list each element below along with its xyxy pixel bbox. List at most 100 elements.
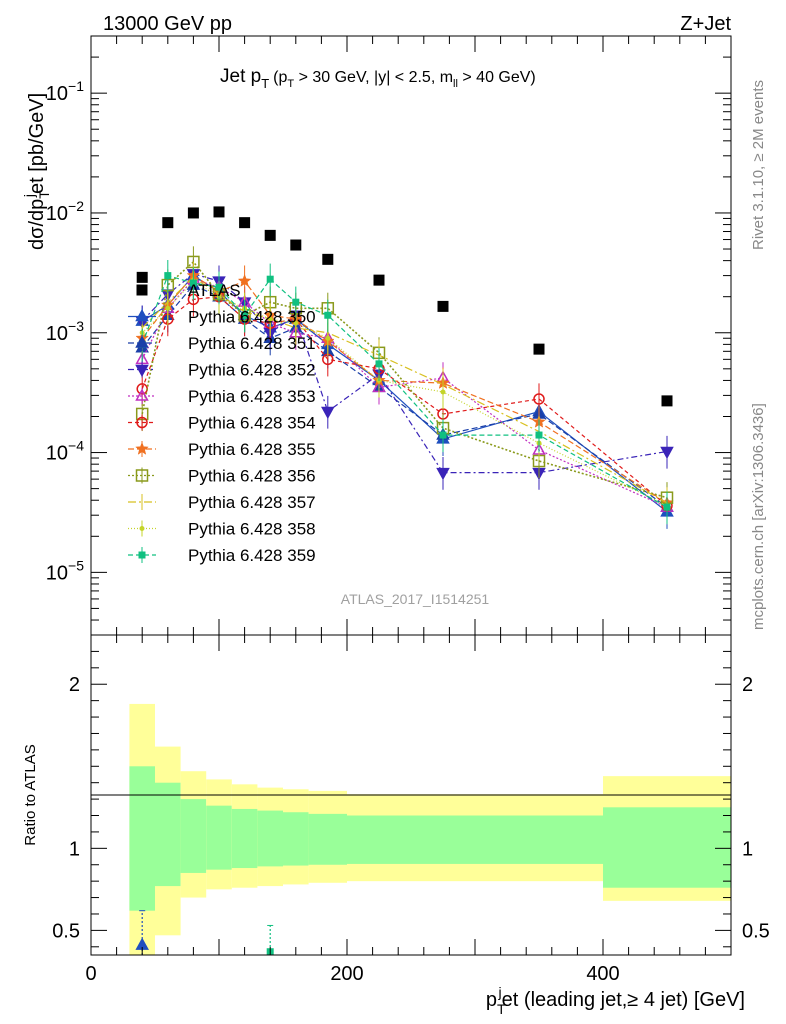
series-point (324, 311, 332, 319)
series-line (141, 274, 668, 504)
title-cuts-b: > 30 GeV, |y| < 2.5, m (294, 69, 453, 86)
data-point (322, 253, 334, 265)
header-left: 13000 GeV pp (103, 13, 232, 35)
legend-label: Pythia 6.428 352 (188, 361, 316, 380)
title-cuts-c: > 40 GeV) (458, 69, 536, 86)
series-line (141, 274, 668, 508)
series-point (241, 311, 249, 319)
series-point (292, 298, 300, 306)
ratio-band-inner (283, 812, 309, 866)
data-points (136, 206, 673, 407)
legend-marker (135, 388, 149, 401)
series-point (293, 320, 299, 326)
series-point (237, 273, 252, 287)
ratio-band-inner (308, 813, 347, 865)
main-panel: 10−510−410−310−210−1 Jet pT (pT > 30 GeV,… (46, 35, 732, 636)
series-point (165, 305, 171, 311)
series-line (141, 276, 668, 504)
ratio-tick-label: 2 (742, 674, 753, 696)
ylabel-sub: T (36, 190, 52, 199)
series-point (439, 431, 447, 439)
x-tick-label: 200 (330, 963, 363, 985)
x-tick-label: 0 (85, 963, 96, 985)
ylabel-b: et [pb/GeV] (26, 93, 48, 194)
ratio-band-inner (603, 807, 731, 888)
main-frame (90, 35, 732, 636)
data-point (533, 343, 545, 355)
legend: ATLAS Pythia 6.428 350 Pythia 6.428 351 Pyt… (128, 281, 316, 565)
data-point (437, 300, 449, 312)
data-point (239, 217, 251, 229)
ratio-band-inner (180, 799, 207, 873)
ratio-bands (129, 703, 731, 955)
legend-marker (135, 335, 149, 348)
legend-marker (135, 364, 149, 378)
y-tick-label: 10−3 (46, 318, 84, 345)
analysis-id: ATLAS_2017_I1514251 (341, 591, 490, 607)
y-tick-label: 10−2 (46, 198, 84, 225)
series-point (325, 335, 331, 341)
series-point (164, 272, 172, 280)
legend-marker (139, 526, 145, 531)
legend-label: Pythia 6.428 354 (188, 414, 316, 433)
ratio-tick-label: 2 (69, 674, 80, 696)
ratio-tick-label: 1 (742, 838, 753, 860)
series-point (535, 431, 543, 439)
series-point (375, 360, 383, 368)
legend-label: ATLAS (188, 281, 241, 300)
ratio-tick-label: 0.5 (52, 920, 80, 942)
x-tick-label: 400 (586, 963, 619, 985)
series-line (141, 260, 668, 499)
data-point (373, 274, 385, 286)
ratio-band-inner (411, 815, 475, 864)
y-tick-label: 10−4 (46, 438, 84, 465)
chart-title: Jet pT (pT > 30 GeV, |y| < 2.5, mll > 40 … (220, 66, 536, 91)
legend-marker (135, 308, 149, 322)
data-point (136, 271, 148, 283)
series-point (663, 503, 671, 511)
series-point (440, 389, 446, 395)
ratio-y-ticks: 0.5 0.5 1 1 2 2 (52, 650, 770, 948)
legend-label: Pythia 6.428 356 (188, 467, 316, 486)
xlabel-b: et (leading jet,≥ 4 jet) [GeV] (502, 989, 745, 1011)
x-axis-label: pTjet (leading jet,≥ 4 jet) [GeV] (486, 984, 745, 1017)
legend-label: Pythia 6.428 355 (188, 440, 316, 459)
mcplots-label: mcplots.cern.ch [arXiv:1306.3436] (750, 403, 767, 630)
xlabel-sub: T (497, 1001, 506, 1017)
ratio-band-inner (231, 808, 258, 869)
title-cuts-a-sub: T (287, 78, 294, 90)
legend-marker (138, 551, 146, 559)
series-point (436, 467, 450, 481)
ylabel-sup: j (21, 194, 37, 198)
header-right: Z+Jet (680, 13, 731, 35)
data-point (264, 229, 276, 241)
ratio-panel: 0.5 0.5 1 1 2 2 0 200 400 (52, 634, 770, 985)
data-point (187, 207, 199, 219)
legend-marker (136, 284, 148, 296)
ratio-band-inner (129, 766, 155, 911)
ratio-band-inner (347, 815, 411, 864)
legend-label: Pythia 6.428 359 (188, 546, 316, 565)
ratio-tick-label: 1 (69, 838, 80, 860)
legend-label: Pythia 6.428 351 (188, 334, 316, 353)
xlabel-sup: j (498, 984, 502, 1000)
ratio-frame (90, 634, 732, 956)
ratio-band-inner (206, 805, 232, 870)
legend-marker (136, 416, 148, 429)
series-point (189, 279, 197, 287)
legend-label: Pythia 6.428 353 (188, 387, 316, 406)
series-point (533, 393, 545, 405)
data-point (661, 395, 673, 407)
ratio-tick-label: 0.5 (742, 920, 770, 942)
ratio-y-label: Ratio to ATLAS (22, 744, 39, 845)
legend-marker (135, 441, 149, 455)
main-y-ticks: 10−5 10−4 10−3 10−2 10−1 (46, 36, 732, 636)
legend-marker (135, 469, 149, 482)
series-point (215, 283, 223, 291)
legend-label: Pythia 6.428 350 (188, 308, 316, 327)
series-line (141, 280, 668, 507)
title-main-sub: T (261, 76, 269, 91)
ratio-band-inner (475, 815, 603, 864)
ylabel-a: dσ/dp (26, 199, 48, 250)
